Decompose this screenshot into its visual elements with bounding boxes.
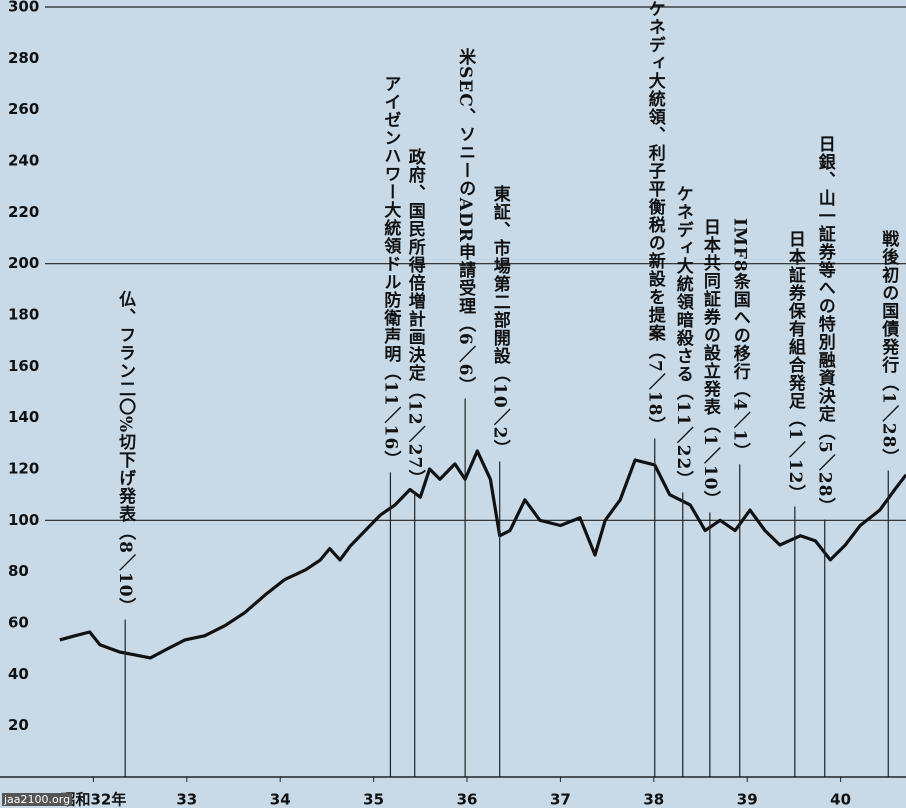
y-tick-label: 60 bbox=[8, 614, 29, 632]
y-tick-label: 300 bbox=[8, 0, 39, 16]
y-tick-label: 100 bbox=[8, 511, 39, 529]
annotation: 日銀、山一証券等への特別融資決定（5／28） bbox=[814, 135, 835, 516]
y-tick-label: 20 bbox=[8, 716, 29, 734]
annotation: 戦後初の国債発行（1／28） bbox=[878, 230, 899, 467]
series-line bbox=[59, 449, 906, 660]
x-tick-label: 40 bbox=[830, 791, 851, 808]
annotation: 東証、市場第二部開設（10／2） bbox=[489, 185, 510, 458]
annotation: 政府、国民所得倍増計画決定（12／27） bbox=[404, 148, 425, 488]
y-tick-label: 160 bbox=[8, 357, 39, 375]
annotation: 日本証券保有組合発足（1／12） bbox=[784, 230, 805, 503]
y-tick-label: 40 bbox=[8, 665, 29, 683]
y-tick-label: 140 bbox=[8, 408, 39, 426]
annotation: 日本共同証券の設立発表（1／10） bbox=[699, 218, 720, 509]
x-tick-label: 33 bbox=[176, 791, 197, 808]
y-tick-label: 180 bbox=[8, 306, 39, 324]
y-tick-label: 220 bbox=[8, 203, 39, 221]
y-tick-label: 280 bbox=[8, 49, 39, 67]
annotation: IMF8条国への移行（4／1） bbox=[729, 218, 750, 461]
x-tick-label: 39 bbox=[737, 791, 758, 808]
annotation: ケネディ大統領暗殺さる（11／22） bbox=[672, 185, 693, 489]
annotation: ケネディ大統領、利子平衡税の新設を提案（7／18） bbox=[644, 0, 665, 435]
x-tick-label: 35 bbox=[363, 791, 384, 808]
x-tick-label: 昭和32年 bbox=[60, 791, 126, 808]
y-tick-label: 240 bbox=[8, 152, 39, 170]
y-tick-label: 200 bbox=[8, 254, 39, 272]
annotation: 仏、フラン二〇%切下げ発表（8／10） bbox=[115, 290, 136, 616]
x-tick-label: 38 bbox=[643, 791, 664, 808]
y-tick-label: 80 bbox=[8, 562, 29, 580]
y-tick-label: 260 bbox=[8, 100, 39, 118]
annotation: アイゼンハワー大統領ドル防衛声明（11／16） bbox=[380, 75, 401, 469]
x-tick-label: 36 bbox=[457, 791, 478, 808]
annotation: 米SEC、ソニーのADR申請受理（6／6） bbox=[455, 48, 476, 395]
y-tick-label: 120 bbox=[8, 460, 39, 478]
x-tick-label: 34 bbox=[270, 791, 291, 808]
watermark: jaa2100.org bbox=[2, 793, 73, 806]
x-tick-label: 37 bbox=[550, 791, 571, 808]
